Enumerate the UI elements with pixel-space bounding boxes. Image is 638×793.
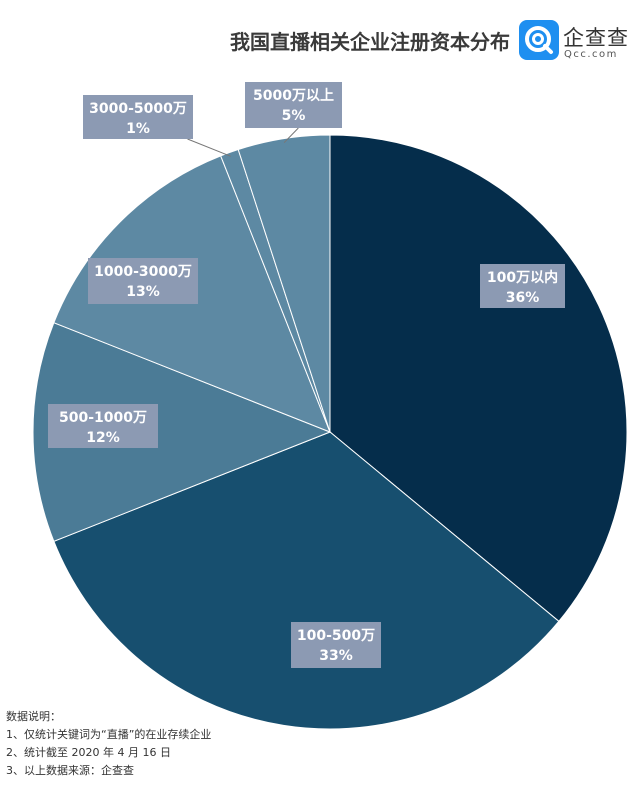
slice-label-box xyxy=(245,82,342,128)
leader-line xyxy=(187,138,231,157)
notes-item: 1、仅统计关键词为“直播”的在业存续企业 xyxy=(6,728,212,741)
slice-label-category: 100万以内 xyxy=(487,269,558,286)
pie-slice xyxy=(32,322,332,542)
brand-logo: 企查查 Qcc.com xyxy=(519,20,634,64)
slice-label-value: 1% xyxy=(126,121,150,137)
notes-item: 2、统计截至 2020 年 4 月 16 日 xyxy=(6,746,171,759)
slice-label-value: 13% xyxy=(126,284,160,300)
slice-label-category: 3000-5000万 xyxy=(89,101,187,117)
slice-label-category: 1000-3000万 xyxy=(94,264,192,280)
slice-label-value: 33% xyxy=(319,648,353,664)
qcc-logo-icon xyxy=(519,20,559,60)
slice-label-value: 12% xyxy=(86,430,120,446)
logo-name: 企查查 xyxy=(563,26,629,50)
leader-line xyxy=(283,127,299,143)
label-leader-lines xyxy=(187,127,299,157)
slice-label-box xyxy=(291,622,381,668)
pie-slice xyxy=(53,431,560,730)
slice-label-category: 500-1000万 xyxy=(59,410,147,426)
logo-domain: Qcc.com xyxy=(564,49,618,60)
notes-heading: 数据说明： xyxy=(6,710,61,723)
slice-label-box xyxy=(48,404,158,448)
slice-label-box xyxy=(480,264,565,308)
slice-label-value: 5% xyxy=(282,108,306,124)
notes-item: 3、以上数据来源：企查查 xyxy=(6,764,134,777)
slice-labels: 100万以内 36% 100-500万 33% 500-1000万 12% 1000-300… xyxy=(48,82,565,668)
slice-label-category: 5000万以上 xyxy=(253,88,334,104)
pie-slices xyxy=(32,134,628,730)
data-notes: 数据说明： 1、仅统计关键词为“直播”的在业存续企业 2、统计截至 2020 年… xyxy=(6,708,211,780)
chart-title: 我国直播相关企业注册资本分布 xyxy=(230,30,510,54)
slice-label-category: 100-500万 xyxy=(297,628,375,644)
slice-label-box xyxy=(88,258,198,304)
slice-label-box xyxy=(83,95,193,139)
pie-slice xyxy=(329,134,628,623)
pie-slice xyxy=(237,134,331,433)
slice-label-value: 36% xyxy=(506,290,540,306)
